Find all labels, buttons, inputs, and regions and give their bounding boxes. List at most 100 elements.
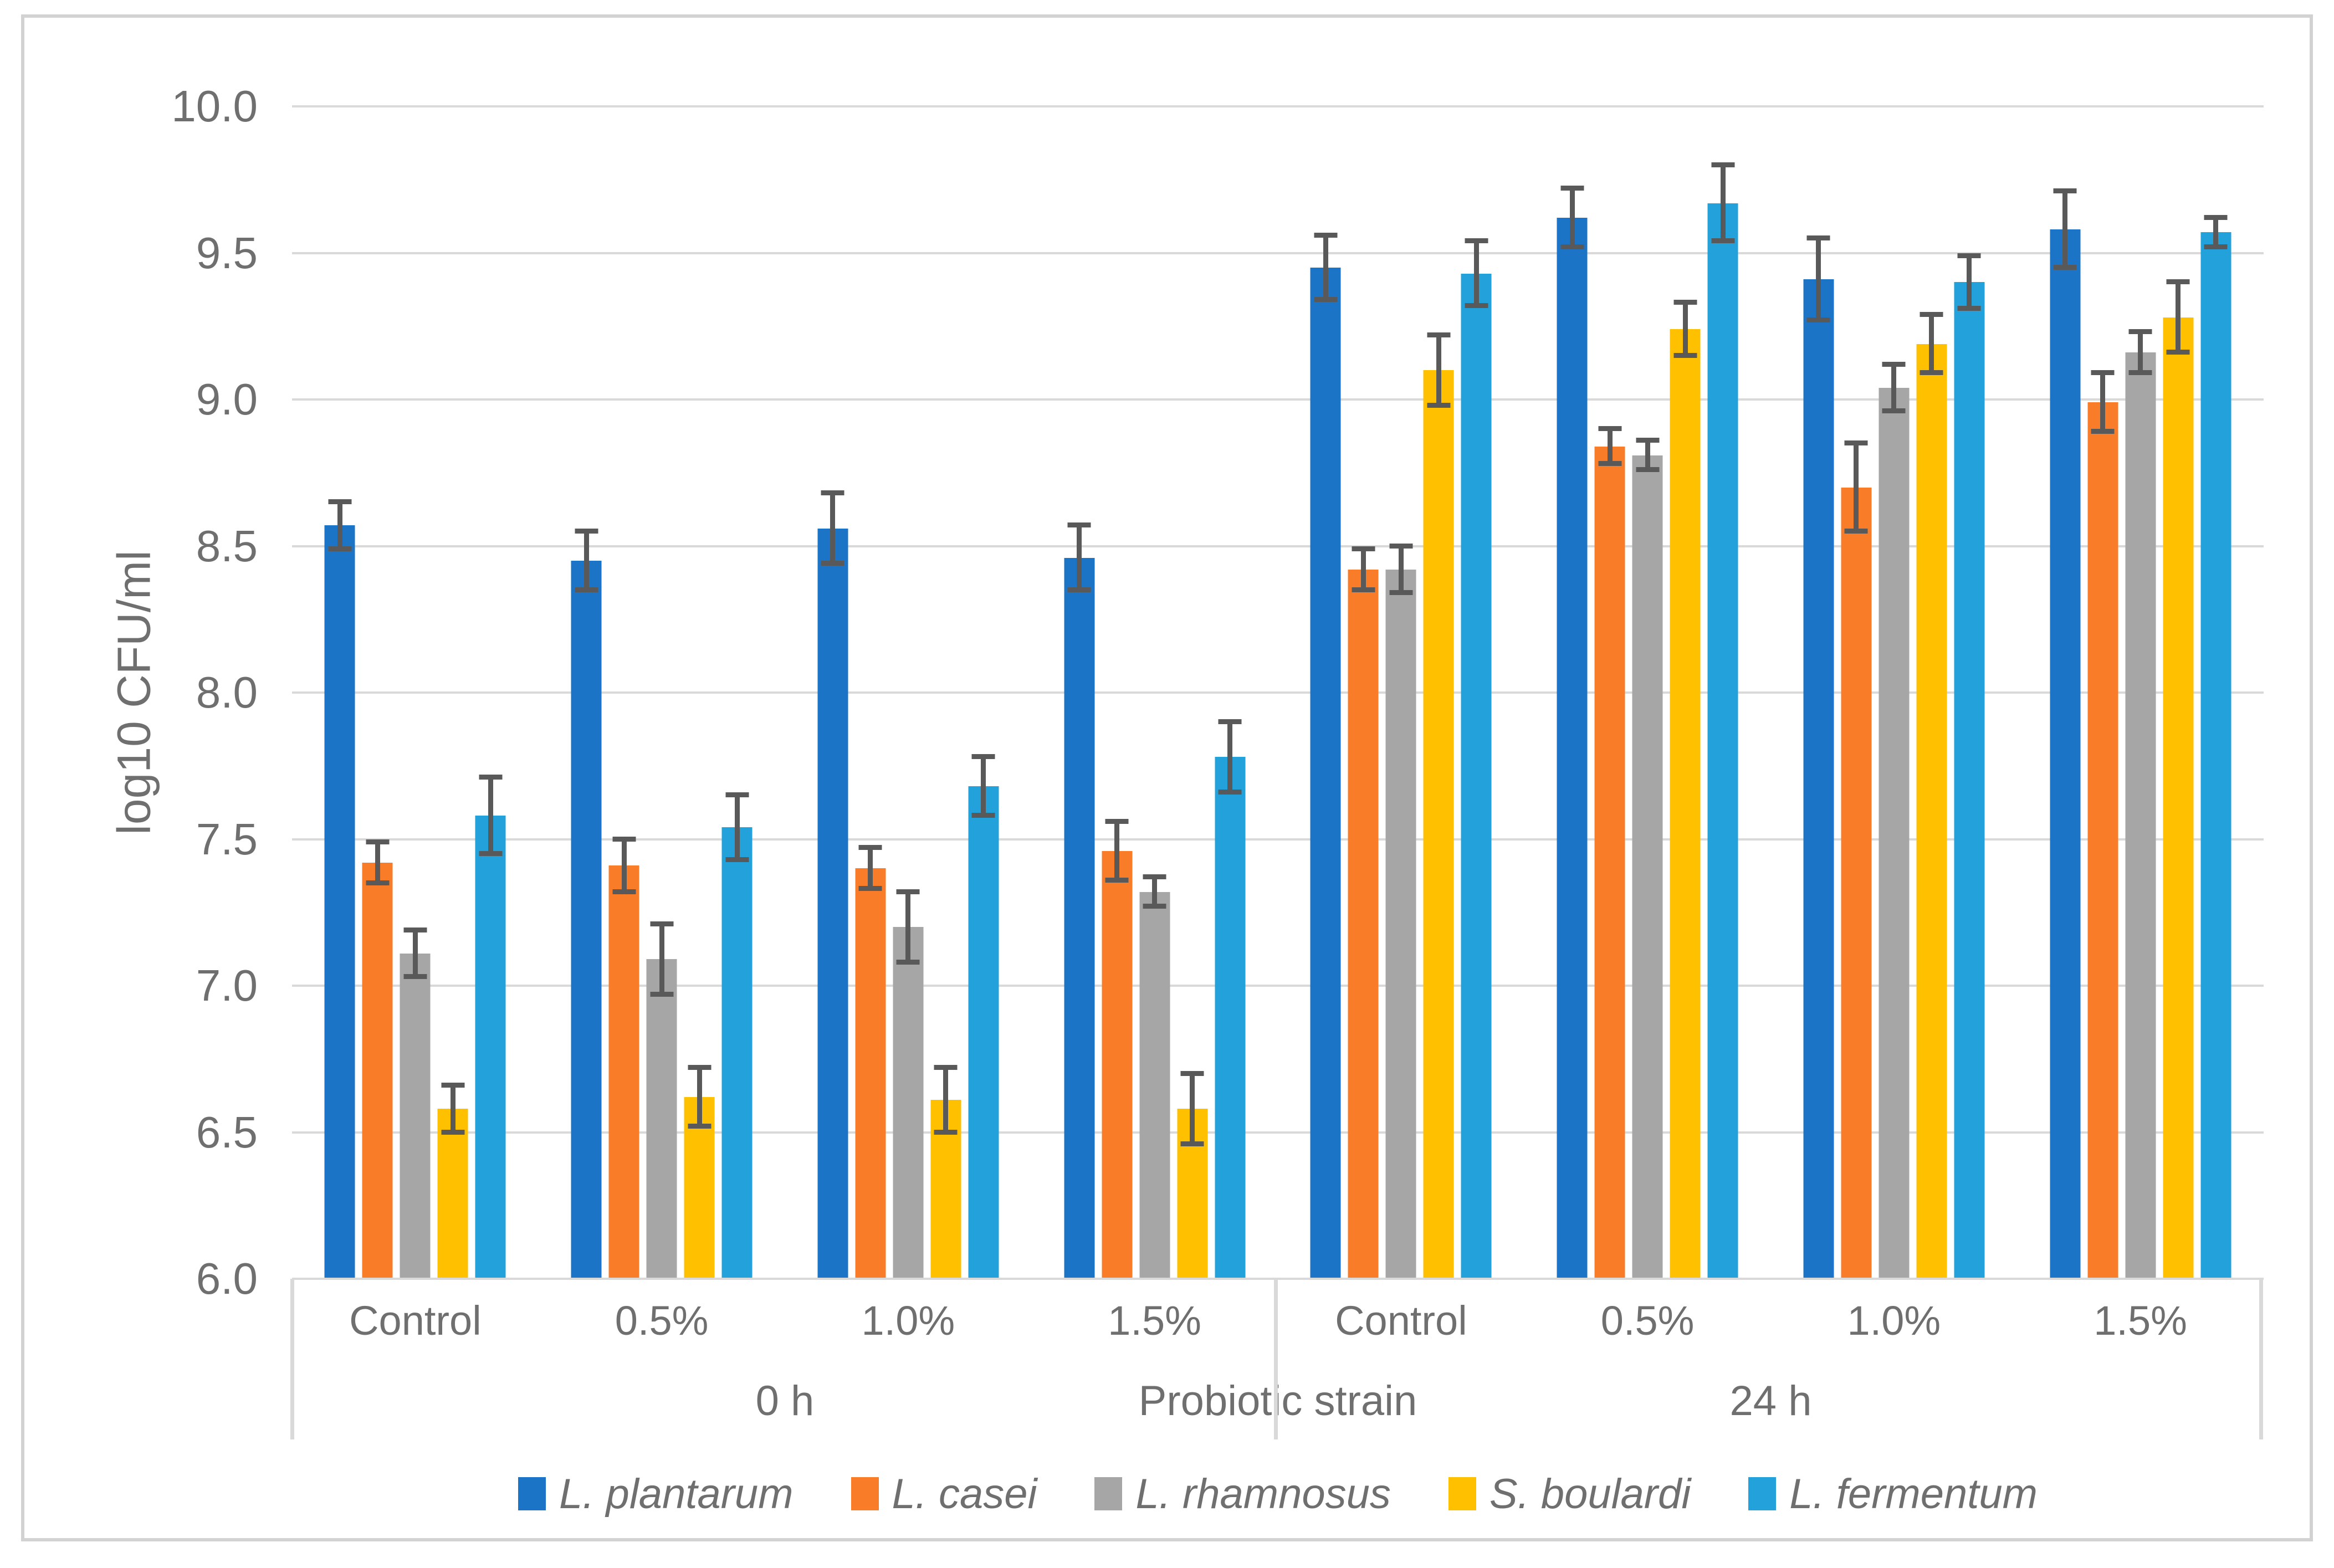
bar-slot xyxy=(1879,106,1910,1279)
error-bar-stem xyxy=(1398,546,1404,593)
bar xyxy=(1102,850,1133,1279)
bar-slot xyxy=(1064,106,1095,1279)
error-bar-cap xyxy=(1711,162,1735,167)
error-bar-cap xyxy=(2091,370,2115,376)
error-bar-cap xyxy=(328,546,352,551)
error-bar-cap xyxy=(328,499,352,505)
bar-slot xyxy=(646,106,677,1279)
category-label: 1.5% xyxy=(2094,1297,2187,1344)
error-bar-cap xyxy=(441,1082,465,1088)
category-label: 0.5% xyxy=(1600,1297,1695,1344)
error-bar-cap xyxy=(2204,244,2228,249)
error-bar-stem xyxy=(1152,877,1158,907)
bar-slot xyxy=(324,106,355,1279)
gridline xyxy=(292,838,2264,841)
bar xyxy=(817,528,848,1279)
y-tick-label: 6.5 xyxy=(196,1107,258,1157)
error-bar-stem xyxy=(697,1068,702,1126)
error-bar-cap xyxy=(1673,352,1697,358)
gridline xyxy=(292,1131,2264,1134)
bar-slot xyxy=(1594,106,1625,1279)
error-bar-stem xyxy=(1227,721,1233,792)
error-bar-cap xyxy=(725,792,749,798)
bar-group xyxy=(1524,106,1771,1279)
legend-swatch xyxy=(518,1477,546,1510)
bar xyxy=(1064,557,1095,1279)
error-bar-cap xyxy=(2204,215,2228,221)
error-bar-cap xyxy=(1180,1141,1204,1146)
bar xyxy=(2163,317,2194,1279)
y-tick-label: 7.0 xyxy=(196,961,258,1010)
error-bar-stem xyxy=(943,1068,949,1133)
error-bar-cap xyxy=(688,1065,712,1070)
error-bar-stem xyxy=(1190,1073,1195,1144)
error-bar-stem xyxy=(2176,282,2181,353)
bar-slot xyxy=(400,106,431,1279)
error-bar-cap xyxy=(1673,300,1697,305)
bar-slot xyxy=(1841,106,1872,1279)
error-bar-stem xyxy=(830,493,836,564)
bar-slot xyxy=(1348,106,1379,1279)
error-bar-stem xyxy=(1645,440,1650,470)
error-bar-cap xyxy=(650,991,674,997)
error-bar-cap xyxy=(2128,329,2152,335)
category-divider-line xyxy=(290,1279,294,1439)
bar-slot xyxy=(1139,106,1170,1279)
bar-slot xyxy=(1310,106,1341,1279)
bar xyxy=(1879,387,1910,1279)
bar xyxy=(1385,569,1416,1279)
bar xyxy=(721,827,753,1279)
error-bar-cap xyxy=(479,850,503,856)
error-bar-cap xyxy=(1352,587,1375,592)
bar-slot xyxy=(1461,106,1492,1279)
error-bar-cap xyxy=(1636,438,1660,443)
error-bar-cap xyxy=(1314,297,1338,303)
bar-slot xyxy=(1215,106,1246,1279)
error-bar-cap xyxy=(858,886,882,891)
error-bar-stem xyxy=(2062,191,2068,268)
error-bar-cap xyxy=(2128,370,2152,376)
bar-group xyxy=(1031,106,1278,1279)
legend-item: L. fermentum xyxy=(1748,1470,2038,1518)
error-bar-cap xyxy=(366,880,390,885)
error-bar-cap xyxy=(1560,244,1584,249)
error-bar-cap xyxy=(2053,264,2077,270)
category-divider-line xyxy=(1274,1279,1278,1439)
bar xyxy=(1594,446,1625,1279)
bar xyxy=(2050,229,2081,1279)
y-tick-label: 8.5 xyxy=(196,521,258,571)
error-bar-cap xyxy=(1882,361,1906,367)
error-bar-stem xyxy=(375,842,380,883)
bar-slot xyxy=(2087,106,2118,1279)
error-bar-stem xyxy=(2138,332,2143,373)
error-bar-cap xyxy=(896,959,920,965)
bar xyxy=(1348,569,1379,1279)
category-divider-line xyxy=(2259,1279,2263,1439)
gridline xyxy=(292,985,2264,987)
bar-slot xyxy=(608,106,639,1279)
error-bar-cap xyxy=(575,587,598,592)
error-bar-cap xyxy=(1598,461,1622,467)
gridline xyxy=(292,545,2264,547)
error-bar-stem xyxy=(450,1085,455,1133)
error-bar-cap xyxy=(366,839,390,844)
legend-swatch xyxy=(1748,1477,1777,1510)
error-bar-cap xyxy=(1882,408,1906,414)
error-bar-cap xyxy=(971,813,995,818)
error-bar-cap xyxy=(1143,874,1166,880)
bar-slot xyxy=(1385,106,1416,1279)
y-tick-label: 9.0 xyxy=(196,375,258,424)
error-bar-stem xyxy=(1891,364,1897,412)
error-bar-cap xyxy=(2053,188,2077,194)
error-bar-stem xyxy=(1114,821,1120,880)
bar-slot xyxy=(721,106,753,1279)
error-bar-cap xyxy=(1105,818,1129,824)
error-bar-cap xyxy=(1465,238,1488,244)
error-bar-stem xyxy=(659,924,664,995)
error-bar-cap xyxy=(858,845,882,850)
error-bar-cap xyxy=(1957,253,1981,258)
error-bar-stem xyxy=(1967,255,1972,309)
gridline xyxy=(292,252,2264,254)
legend-item: L. rhamnosus xyxy=(1094,1470,1391,1518)
legend-label: L. casei xyxy=(892,1470,1037,1518)
